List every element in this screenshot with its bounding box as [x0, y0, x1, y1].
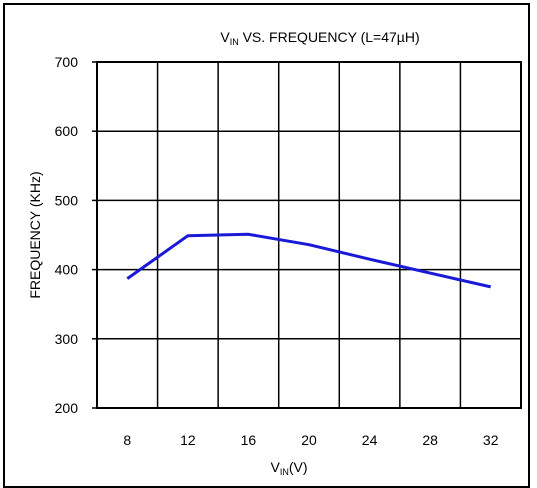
y-tick-label: 300 [55, 331, 79, 347]
y-tick-label: 500 [55, 192, 79, 208]
x-tick-label: 20 [301, 432, 317, 448]
y-tick-label: 400 [55, 262, 79, 278]
y-axis-ticks: 200 300 400 500 600 700 [55, 54, 97, 416]
x-tick-label: 24 [362, 432, 378, 448]
x-tick-label: 16 [241, 432, 257, 448]
x-tick-label: 32 [483, 432, 499, 448]
series-line [126, 232, 492, 289]
x-tick-label: 28 [422, 432, 438, 448]
plot-area-border [96, 61, 522, 409]
chart-title: VIN VS. FREQUENCY (L=47µH) [220, 29, 419, 47]
y-tick-label: 200 [55, 400, 79, 416]
x-axis-ticks: 8 12 16 20 24 28 32 [123, 432, 498, 448]
y-axis-label: FREQUENCY (KHz) [27, 171, 43, 298]
series-layer [126, 232, 492, 289]
x-tick-label: 12 [180, 432, 196, 448]
x-tick-label: 8 [123, 432, 131, 448]
y-tick-label: 600 [55, 123, 79, 139]
x-axis-label: VIN(V) [270, 459, 307, 477]
y-tick-label: 700 [55, 54, 79, 70]
grid [97, 62, 521, 408]
